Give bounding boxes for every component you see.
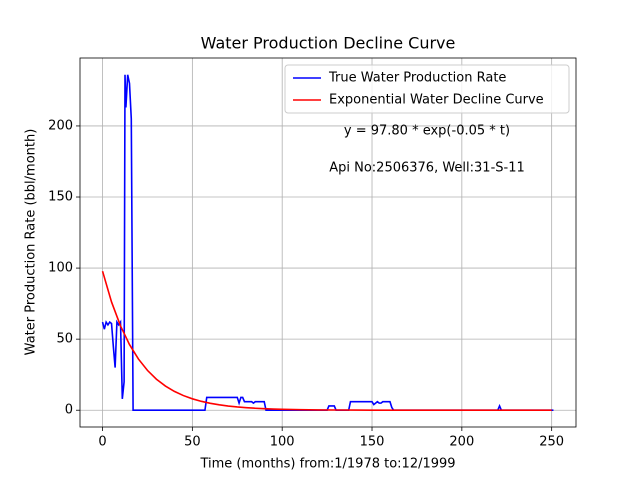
x-tick-label: 250 xyxy=(539,435,564,450)
legend-label: True Water Production Rate xyxy=(328,71,506,86)
y-tick-label: 0 xyxy=(65,403,73,418)
annotation: y = 97.80 * exp(-0.05 * t) xyxy=(344,124,510,139)
y-tick-label: 50 xyxy=(56,332,73,347)
y-axis-label: Water Production Rate (bbl/month) xyxy=(24,129,39,356)
data-line xyxy=(101,74,554,412)
y-tick-label: 100 xyxy=(48,261,73,276)
x-tick-label: 200 xyxy=(449,435,474,450)
annotation: Api No:2506376, Well:31-S-11 xyxy=(329,161,525,176)
x-tick-label: 150 xyxy=(360,435,385,450)
chart-title: Water Production Decline Curve xyxy=(201,34,456,53)
x-tick-label: 100 xyxy=(270,435,295,450)
x-tick-label: 50 xyxy=(184,435,201,450)
x-axis-label: Time (months) from:1/1978 to:12/1999 xyxy=(199,457,455,472)
y-tick-label: 150 xyxy=(48,190,73,205)
x-tick-label: 0 xyxy=(98,435,106,450)
plot-frame xyxy=(79,57,577,428)
legend-box xyxy=(284,64,570,114)
data-line xyxy=(101,270,552,412)
y-tick-label: 200 xyxy=(48,118,73,133)
legend-label: Exponential Water Decline Curve xyxy=(329,93,544,108)
